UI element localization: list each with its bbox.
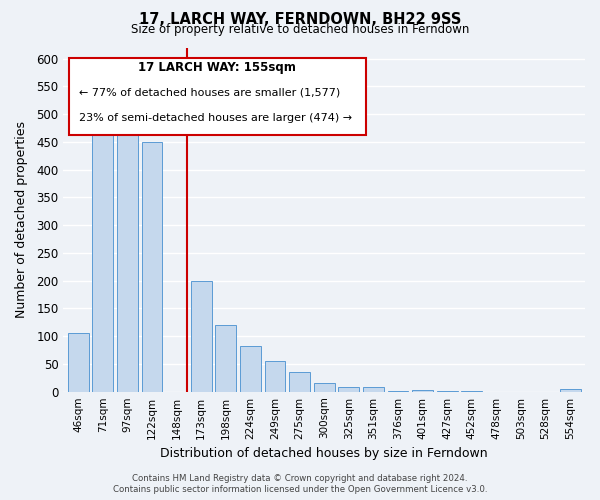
Text: 17, LARCH WAY, FERNDOWN, BH22 9SS: 17, LARCH WAY, FERNDOWN, BH22 9SS <box>139 12 461 26</box>
Text: 23% of semi-detached houses are larger (474) →: 23% of semi-detached houses are larger (… <box>79 113 352 123</box>
X-axis label: Distribution of detached houses by size in Ferndown: Distribution of detached houses by size … <box>160 447 488 460</box>
Bar <box>68 334 89 392</box>
Bar <box>289 372 310 392</box>
Text: 17 LARCH WAY: 155sqm: 17 LARCH WAY: 155sqm <box>139 62 296 74</box>
Text: ← 77% of detached houses are smaller (1,577): ← 77% of detached houses are smaller (1,… <box>79 88 340 98</box>
Bar <box>338 387 359 392</box>
Bar <box>265 361 286 392</box>
Bar <box>388 390 409 392</box>
Bar <box>117 122 138 392</box>
Text: Contains HM Land Registry data © Crown copyright and database right 2024.
Contai: Contains HM Land Registry data © Crown c… <box>113 474 487 494</box>
Bar <box>92 122 113 392</box>
Y-axis label: Number of detached properties: Number of detached properties <box>15 121 28 318</box>
FancyBboxPatch shape <box>68 58 366 136</box>
Bar <box>142 142 163 392</box>
Bar <box>363 387 384 392</box>
Bar <box>437 391 458 392</box>
Bar <box>314 384 335 392</box>
Bar <box>461 391 482 392</box>
Text: Size of property relative to detached houses in Ferndown: Size of property relative to detached ho… <box>131 22 469 36</box>
Bar <box>560 389 581 392</box>
Bar <box>215 325 236 392</box>
Bar <box>191 280 212 392</box>
Bar <box>240 346 261 392</box>
Bar <box>412 390 433 392</box>
